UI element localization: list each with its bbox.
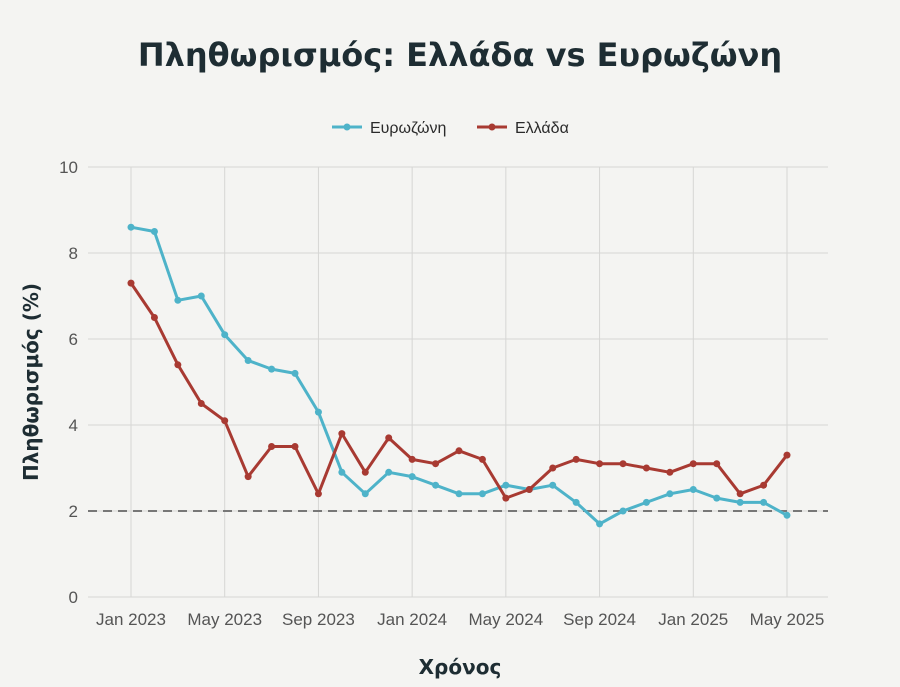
data-point[interactable] bbox=[127, 279, 135, 287]
grid bbox=[88, 166, 828, 598]
data-point[interactable] bbox=[572, 455, 580, 463]
series-eurozone bbox=[127, 223, 791, 528]
data-point[interactable] bbox=[338, 468, 346, 476]
x-tick-label: May 2025 bbox=[750, 610, 825, 629]
x-axis-ticks: Jan 2023 May 2023 Sep 2023 Jan 2024 May 2024… bbox=[96, 610, 824, 629]
data-point[interactable] bbox=[502, 481, 510, 489]
data-point[interactable] bbox=[244, 357, 252, 364]
legend-label-eurozone: Ευρωζώνη bbox=[370, 120, 446, 137]
x-tick-label: Jan 2025 bbox=[658, 610, 728, 629]
x-tick-label: Sep 2024 bbox=[563, 610, 636, 629]
data-point[interactable] bbox=[619, 460, 627, 468]
legend-marker-eurozone bbox=[343, 123, 351, 131]
legend-marker-greece bbox=[488, 123, 496, 131]
legend: Ευρωζώνη Ελλάδα bbox=[332, 120, 569, 137]
x-tick-label: Jan 2024 bbox=[377, 610, 447, 629]
data-point[interactable] bbox=[150, 314, 158, 321]
y-tick-label: 0 bbox=[69, 588, 78, 607]
data-point[interactable] bbox=[736, 498, 744, 506]
y-tick-label: 2 bbox=[69, 502, 78, 521]
y-tick-label: 4 bbox=[69, 416, 78, 435]
data-point[interactable] bbox=[619, 507, 627, 515]
data-point[interactable] bbox=[338, 430, 346, 438]
x-tick-label: May 2023 bbox=[187, 610, 262, 629]
data-point[interactable] bbox=[197, 292, 205, 300]
data-point[interactable] bbox=[572, 498, 580, 506]
data-point[interactable] bbox=[432, 460, 440, 468]
series-layer bbox=[127, 223, 791, 528]
data-point[interactable] bbox=[127, 223, 135, 231]
data-point[interactable] bbox=[455, 490, 463, 498]
data-point[interactable] bbox=[244, 473, 252, 481]
data-point[interactable] bbox=[760, 481, 768, 489]
data-point[interactable] bbox=[666, 490, 674, 498]
data-point[interactable] bbox=[596, 520, 604, 528]
data-point[interactable] bbox=[502, 494, 510, 502]
x-tick-label: Jan 2023 bbox=[96, 610, 166, 629]
data-point[interactable] bbox=[408, 455, 416, 463]
data-point[interactable] bbox=[549, 464, 557, 472]
data-point[interactable] bbox=[291, 443, 299, 450]
data-point[interactable] bbox=[385, 468, 393, 476]
series-line bbox=[129, 282, 789, 500]
data-point[interactable] bbox=[689, 486, 697, 493]
data-point[interactable] bbox=[478, 455, 486, 463]
data-point[interactable] bbox=[642, 498, 650, 506]
legend-item-greece[interactable]: Ελλάδα bbox=[477, 120, 569, 137]
series-line bbox=[130, 225, 788, 526]
data-point[interactable] bbox=[783, 511, 791, 519]
data-point[interactable] bbox=[221, 331, 229, 339]
data-point[interactable] bbox=[432, 481, 440, 489]
data-point[interactable] bbox=[361, 490, 369, 498]
data-point[interactable] bbox=[783, 451, 791, 459]
x-tick-label: May 2024 bbox=[469, 610, 544, 629]
data-point[interactable] bbox=[221, 417, 229, 425]
data-point[interactable] bbox=[268, 365, 276, 373]
data-point[interactable] bbox=[689, 460, 697, 468]
y-axis-label: Πληθωρισμός (%) bbox=[19, 283, 43, 481]
data-point[interactable] bbox=[174, 361, 182, 369]
data-point[interactable] bbox=[408, 473, 416, 481]
y-tick-label: 8 bbox=[69, 244, 78, 263]
y-axis-ticks: 0 2 4 6 8 10 bbox=[59, 158, 78, 607]
data-point[interactable] bbox=[713, 494, 721, 502]
data-point[interactable] bbox=[760, 498, 768, 506]
series-greece bbox=[127, 279, 791, 502]
chart-title: Πληθωρισμός: Ελλάδα vs Ευρωζώνη bbox=[138, 36, 782, 74]
data-point[interactable] bbox=[642, 464, 650, 472]
data-point[interactable] bbox=[291, 369, 299, 377]
data-point[interactable] bbox=[150, 228, 158, 235]
data-point[interactable] bbox=[268, 443, 276, 450]
data-point[interactable] bbox=[385, 434, 393, 442]
data-point[interactable] bbox=[596, 460, 604, 468]
data-point[interactable] bbox=[455, 447, 463, 455]
data-point[interactable] bbox=[549, 481, 557, 489]
legend-label-greece: Ελλάδα bbox=[515, 120, 569, 137]
y-tick-label: 10 bbox=[59, 158, 78, 177]
data-point[interactable] bbox=[197, 400, 205, 407]
x-axis-label: Χρόνος bbox=[419, 655, 502, 679]
data-point[interactable] bbox=[713, 460, 721, 468]
data-point[interactable] bbox=[478, 490, 486, 498]
data-point[interactable] bbox=[525, 486, 533, 493]
data-point[interactable] bbox=[174, 296, 182, 304]
data-point[interactable] bbox=[314, 490, 322, 498]
x-tick-label: Sep 2023 bbox=[282, 610, 355, 629]
data-point[interactable] bbox=[361, 468, 369, 476]
data-point[interactable] bbox=[736, 490, 744, 498]
y-tick-label: 6 bbox=[69, 330, 78, 349]
data-point[interactable] bbox=[666, 468, 674, 476]
data-point[interactable] bbox=[314, 408, 322, 416]
legend-item-eurozone[interactable]: Ευρωζώνη bbox=[332, 120, 446, 137]
